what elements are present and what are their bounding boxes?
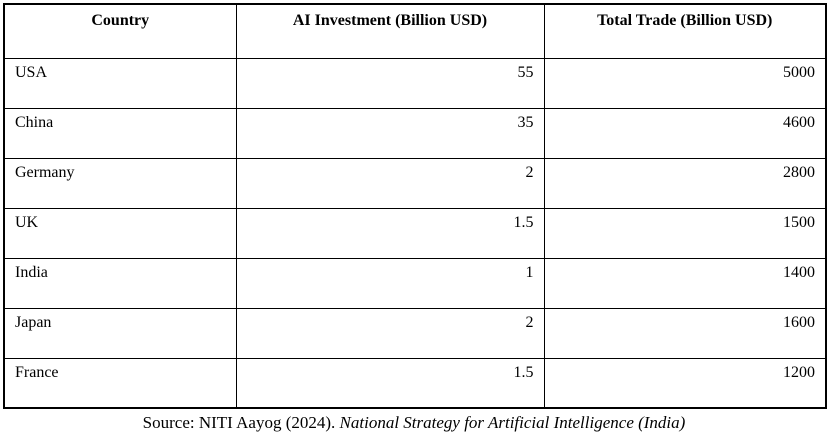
table-row: Japan 2 1600 [3,307,827,359]
total-trade-cell: 2800 [543,157,827,209]
total-trade-cell: 1200 [543,357,827,409]
country-cell: Japan [3,307,237,359]
ai-investment-cell: 2 [235,157,545,209]
source-citation: Source: NITI Aayog (2024). National Stra… [0,413,828,433]
header-cell-country: Country [3,3,237,59]
ai-investment-cell: 55 [235,57,545,109]
table-row: China 35 4600 [3,107,827,159]
table-row: India 1 1400 [3,257,827,309]
total-trade-cell: 1500 [543,207,827,259]
ai-investment-cell: 1.5 [235,357,545,409]
total-trade-cell: 1400 [543,257,827,309]
country-ai-trade-table: Country AI Investment (Billion USD) Tota… [3,3,827,409]
ai-investment-cell: 1 [235,257,545,309]
source-citation-title-italic: National Strategy for Artificial Intelli… [339,413,686,432]
ai-investment-cell: 2 [235,307,545,359]
total-trade-cell: 1600 [543,307,827,359]
header-row: Country AI Investment (Billion USD) Tota… [3,3,827,59]
country-cell: Germany [3,157,237,209]
country-cell: China [3,107,237,159]
table-row: UK 1.5 1500 [3,207,827,259]
table-row: USA 55 5000 [3,57,827,109]
total-trade-cell: 5000 [543,57,827,109]
country-cell: France [3,357,237,409]
source-citation-regular: Source: NITI Aayog (2024). [142,413,340,432]
ai-investment-cell: 35 [235,107,545,159]
country-cell: India [3,257,237,309]
table-row: France 1.5 1200 [3,357,827,409]
total-trade-cell: 4600 [543,107,827,159]
country-cell: USA [3,57,237,109]
header-cell-ai-investment: AI Investment (Billion USD) [235,3,545,59]
header-cell-total-trade: Total Trade (Billion USD) [543,3,827,59]
table-row: Germany 2 2800 [3,157,827,209]
ai-investment-cell: 1.5 [235,207,545,259]
country-cell: UK [3,207,237,259]
